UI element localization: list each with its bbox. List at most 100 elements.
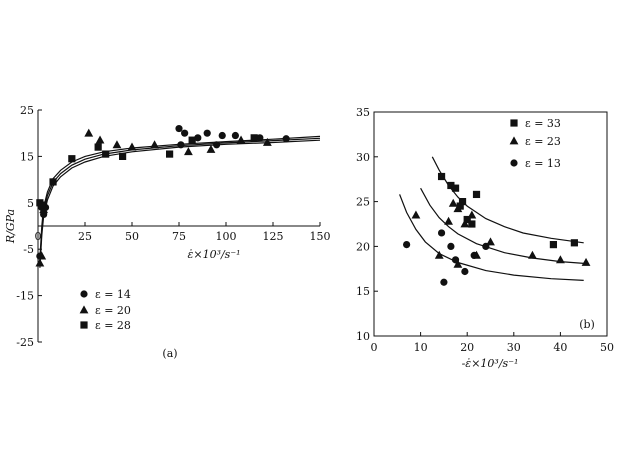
panel-a-label: (a) <box>162 347 177 360</box>
panel-b-ticks <box>373 111 608 337</box>
panel-b-point-triangle <box>453 204 463 213</box>
panel-a-point-square <box>49 178 57 186</box>
panel-b-y-tick-label: 20 <box>356 240 370 253</box>
panel-a-y-tick-label: -5 <box>23 243 34 256</box>
panel-b-fit-curve-3 <box>399 194 584 281</box>
panel-b-point-triangle <box>434 250 444 259</box>
panel-b-point-circle <box>451 256 460 264</box>
panel-a-point-square <box>250 134 258 142</box>
panel-a-x-tick-label: 125 <box>263 230 284 243</box>
panel-a-point-square <box>102 150 110 158</box>
panel-b-point-circle <box>470 251 478 259</box>
panel-b-point-square <box>447 181 455 190</box>
panel-b-point-square <box>451 184 460 192</box>
panel-a-point-triangle <box>95 135 105 144</box>
panel-b-point-circle <box>482 242 490 250</box>
panel-b-point-triangle <box>556 255 565 264</box>
panel-a-x-label: ε̇×10³/s⁻¹ <box>187 248 240 261</box>
panel-a-point-circle <box>194 134 202 142</box>
panel-b-point-triangle <box>448 198 458 207</box>
panel-b-point-circle <box>403 241 411 249</box>
panel-b-y-tick-label: 30 <box>356 151 370 164</box>
panel-b-frame <box>373 111 608 337</box>
panel-a-tick-labels: 0 25 50 75 100 125 150 -25 -15 -5 5 15 25 <box>16 104 330 349</box>
panel-b-point-triangle <box>460 219 470 228</box>
panel-a-legend-label-2: ε = 20 <box>95 304 131 317</box>
panel-a-point-circle <box>213 141 221 149</box>
panel-a-point-triangle <box>150 140 159 149</box>
panel-a: 0 25 50 75 100 125 150 -25 -15 -5 5 15 25 R/GPa ε̇×1… <box>4 104 331 360</box>
panel-b-legend-marker-1 <box>510 119 518 127</box>
panel-b-point-square <box>458 198 467 206</box>
panel-b-point-square <box>437 172 446 181</box>
panel-b-point-circle <box>440 278 448 286</box>
panel-a-point-square <box>188 136 196 144</box>
panel-b-legend-label-2: ε = 23 <box>525 135 561 148</box>
panel-a-legend-marker-2 <box>79 305 89 314</box>
panel-a-point-triangle <box>184 147 193 156</box>
panel-b-legend-label-1: ε = 33 <box>525 117 561 130</box>
panel-b-legend: ε = 33 ε = 23 ε = 13 <box>509 117 561 170</box>
panel-b-x-tick-label: 0 <box>371 341 378 354</box>
panel-a-point-triangle <box>39 205 49 214</box>
panel-a-y-tick-label: 5 <box>27 197 34 210</box>
panel-b-legend-label-3: ε = 13 <box>525 157 561 170</box>
panel-b-point-square <box>456 202 464 210</box>
panel-b-x-label: -ε̇×10³/s⁻¹ <box>462 357 519 370</box>
panel-a-legend: ε = 14 ε = 20 ε = 28 <box>79 288 131 332</box>
panel-b-x-tick-label: 30 <box>507 341 521 354</box>
panel-b-point-circle <box>461 267 469 276</box>
panel-a-fit-curve-1 <box>39 139 321 268</box>
panel-b-x-tick-label: 50 <box>600 341 614 354</box>
panel-a-legend-marker-3 <box>80 321 88 329</box>
panel-a-point-circle <box>218 131 226 140</box>
panel-a-y-tick-label: 15 <box>20 150 34 163</box>
panel-a-x-tick-label: 0 <box>35 230 42 243</box>
panel-a-point-triangle <box>37 251 47 260</box>
panel-a-point-square <box>94 143 102 151</box>
panel-a-point-triangle <box>127 142 137 151</box>
panel-b-point-square <box>468 220 476 228</box>
panel-a-point-circle <box>256 134 264 142</box>
panel-b-point-triangle <box>453 259 463 268</box>
panel-a-point-triangle <box>236 135 246 144</box>
panel-b-point-triangle <box>581 257 591 266</box>
panel-a-x-tick-label: 150 <box>310 230 331 243</box>
panel-a-y-tick-label: -15 <box>16 290 34 303</box>
panel-b-x-tick-label: 40 <box>553 341 567 354</box>
panel-b-y-tick-label: 35 <box>356 106 370 119</box>
panel-a-point-square <box>166 150 174 158</box>
panel-b-legend-marker-2 <box>509 136 519 145</box>
panel-a-fit-curve-2 <box>39 137 321 264</box>
panel-a-point-circle <box>231 131 239 140</box>
panel-a-point-triangle <box>206 144 216 153</box>
panel-a-point-square <box>38 201 46 209</box>
panel-b-y-tick-label: 15 <box>356 285 370 298</box>
panel-b-points <box>403 172 591 286</box>
panel-a-point-circle <box>181 129 189 137</box>
panel-a-point-circle <box>175 124 183 133</box>
panel-a-point-circle <box>282 135 290 143</box>
panel-a-fit-curves <box>39 135 321 268</box>
panel-a-x-tick-label: 75 <box>172 230 186 243</box>
panel-b-y-tick-label: 25 <box>356 196 370 209</box>
panel-a-y-tick-label: -25 <box>16 336 34 349</box>
panel-b-x-tick-label: 10 <box>414 341 428 354</box>
panel-b-point-triangle <box>528 250 537 259</box>
panel-b-point-circle <box>437 229 446 237</box>
panel-a-points <box>35 124 290 267</box>
panel-b-point-square <box>549 241 558 249</box>
panel-a-legend-label-3: ε = 28 <box>95 319 131 332</box>
panel-b-point-square <box>570 239 578 247</box>
panel-b-point-square <box>463 215 471 224</box>
panel-b-fit-curves <box>399 156 584 281</box>
panel-b-y-tick-label: 10 <box>356 330 370 343</box>
panel-a-point-triangle <box>112 140 122 149</box>
panel-a-point-triangle <box>84 128 94 137</box>
panel-b-point-triangle <box>411 210 421 219</box>
panel-b-x-tick-label: 20 <box>460 341 474 354</box>
panel-a-legend-label-1: ε = 14 <box>95 288 131 301</box>
panel-a-point-circle <box>203 129 211 137</box>
